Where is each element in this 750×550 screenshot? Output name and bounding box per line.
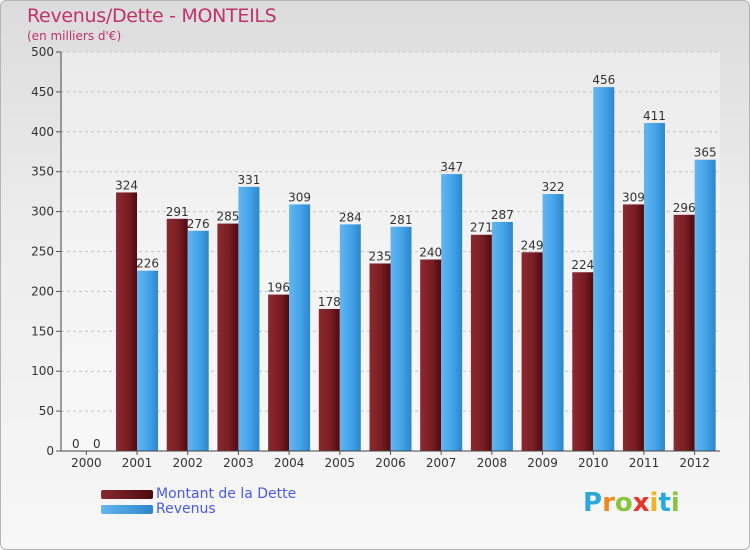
x-tick-label: 2009	[527, 456, 558, 470]
data-label: 178	[318, 295, 341, 309]
x-tick-label: 2007	[426, 456, 457, 470]
y-tick-label: 100	[31, 364, 54, 378]
chart-subtitle: (en milliers d'€)	[27, 29, 122, 43]
x-tick-label: 2004	[274, 456, 305, 470]
bar-dette	[318, 308, 340, 451]
bar-dette	[673, 214, 695, 451]
data-label: 285	[216, 210, 239, 224]
y-tick-label: 200	[31, 284, 54, 298]
data-label: 322	[542, 180, 565, 194]
data-label: 240	[419, 245, 442, 259]
x-tick-label: 2008	[477, 456, 508, 470]
data-label: 365	[694, 146, 717, 160]
data-label: 291	[166, 205, 189, 219]
data-label: 271	[470, 221, 493, 235]
data-label: 309	[288, 190, 311, 204]
logo-letter: x	[632, 488, 650, 518]
bar-dette	[217, 223, 239, 451]
legend-swatch-dette	[101, 490, 153, 499]
bar-revenus	[542, 194, 564, 451]
bar-dette	[166, 218, 188, 451]
y-tick-label: 350	[31, 165, 54, 179]
bar-dette	[116, 192, 138, 451]
x-tick-label: 2010	[578, 456, 609, 470]
data-label: 276	[187, 217, 210, 231]
data-label: 0	[72, 437, 80, 451]
bar-dette	[622, 204, 644, 451]
bar-revenus	[593, 87, 615, 451]
x-tick-label: 2011	[629, 456, 660, 470]
logo-letter: P	[583, 488, 603, 518]
x-tick-label: 2003	[223, 456, 254, 470]
data-label: 287	[491, 208, 514, 222]
legend-swatch-revenus	[101, 505, 153, 514]
data-label: 296	[673, 201, 696, 215]
data-label: 284	[339, 210, 362, 224]
data-label: 196	[267, 281, 290, 295]
proxiti-logo: Proxiti	[583, 488, 680, 518]
bar-revenus	[289, 204, 311, 451]
x-tick-label: 2005	[325, 456, 356, 470]
x-tick-label: 2001	[122, 456, 153, 470]
logo-letter: i	[649, 488, 659, 518]
bar-dette	[369, 263, 391, 451]
data-label: 249	[521, 238, 544, 252]
bar-revenus	[643, 123, 665, 451]
y-tick-label: 50	[39, 404, 54, 418]
logo-letter: i	[670, 488, 680, 518]
logo-letter: o	[614, 488, 633, 518]
logo-letter: t	[658, 488, 671, 518]
data-label: 456	[592, 73, 615, 87]
bar-revenus	[390, 226, 412, 451]
data-label: 281	[390, 213, 413, 227]
bar-revenus	[238, 186, 260, 451]
bar-revenus	[441, 174, 463, 451]
bar-dette	[420, 259, 442, 451]
legend-label-revenus: Revenus	[156, 501, 216, 517]
data-label: 331	[237, 173, 260, 187]
y-tick-label: 500	[31, 45, 54, 59]
bar-revenus	[491, 221, 513, 451]
y-tick-label: 0	[46, 444, 54, 458]
y-tick-label: 450	[31, 85, 54, 99]
bar-revenus	[339, 224, 361, 451]
bar-revenus	[694, 159, 716, 452]
x-tick-label: 2006	[375, 456, 406, 470]
bar-revenus	[137, 270, 159, 451]
data-label: 324	[115, 178, 138, 192]
data-label: 347	[440, 160, 463, 174]
y-tick-label: 250	[31, 245, 54, 259]
y-tick-label: 300	[31, 205, 54, 219]
y-tick-label: 150	[31, 324, 54, 338]
bar-dette	[268, 294, 290, 451]
x-tick-label: 2000	[71, 456, 102, 470]
data-label: 0	[93, 437, 101, 451]
x-tick-label: 2012	[679, 456, 710, 470]
legend-label-dette: Montant de la Dette	[156, 486, 297, 502]
bar-revenus	[187, 230, 209, 451]
data-label: 309	[622, 190, 645, 204]
bar-dette	[470, 234, 492, 451]
x-tick-label: 2002	[172, 456, 203, 470]
data-label: 235	[369, 249, 392, 263]
bar-dette	[572, 272, 594, 451]
data-label: 226	[136, 257, 159, 271]
chart-title: Revenus/Dette - MONTEILS	[27, 5, 277, 27]
logo-letter: r	[602, 488, 615, 518]
bar-dette	[521, 252, 543, 451]
data-label: 411	[643, 109, 666, 123]
y-tick-label: 400	[31, 125, 54, 139]
data-label: 224	[571, 258, 594, 272]
